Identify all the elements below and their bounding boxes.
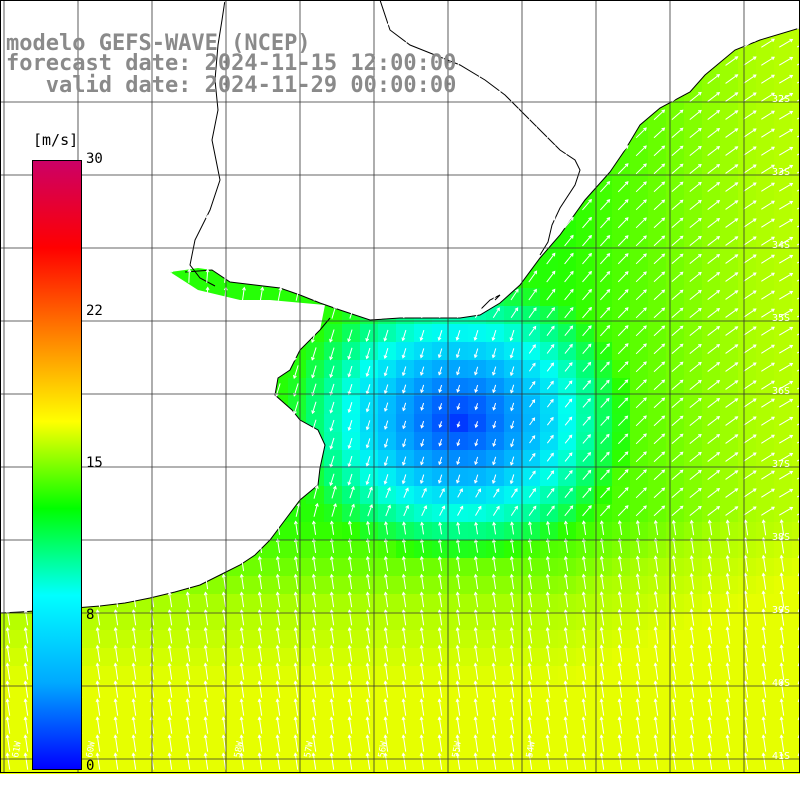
land-mass bbox=[0, 0, 800, 613]
lat-lon-grid bbox=[0, 0, 800, 772]
lon-label: 60W bbox=[85, 740, 98, 758]
valid-date: valid date: 2024-11-29 00:00:00 bbox=[6, 73, 457, 98]
coastline bbox=[0, 0, 800, 614]
colorbar-tick-8: 8 bbox=[86, 607, 95, 623]
lon-label: 61W bbox=[11, 740, 24, 758]
lat-label: 33S bbox=[772, 167, 790, 178]
colorbar-gradient bbox=[33, 161, 81, 769]
lat-label: 35S bbox=[772, 313, 790, 324]
colorbar-tick-15: 15 bbox=[86, 455, 103, 471]
lat-label: 36S bbox=[772, 386, 790, 397]
colorbar-tick-30: 30 bbox=[86, 151, 103, 167]
lon-label: 54W bbox=[525, 740, 538, 758]
colorbar bbox=[32, 160, 82, 770]
colorbar-tick-0: 0 bbox=[86, 758, 95, 774]
lon-label: 56W bbox=[377, 740, 390, 758]
latitude-labels: 32S 33S 34S 35S 36S 37S 38S 39S 40S 41S bbox=[772, 94, 790, 762]
lat-label: 37S bbox=[772, 459, 790, 470]
colorbar-tick-22: 22 bbox=[86, 303, 103, 319]
lat-label: 38S bbox=[772, 532, 790, 543]
lat-label: 39S bbox=[772, 605, 790, 616]
longitude-labels: 61W 60W 58W 57W 56W 55W 54W bbox=[11, 740, 538, 758]
lat-label: 32S bbox=[772, 94, 790, 105]
lat-label: 41S bbox=[772, 751, 790, 762]
lon-label: 57W bbox=[303, 740, 316, 758]
lon-label: 55W bbox=[451, 740, 464, 758]
lat-label: 34S bbox=[772, 240, 790, 251]
lon-label: 58W bbox=[233, 740, 246, 758]
lat-label: 40S bbox=[772, 678, 790, 689]
colorbar-unit: [m/s] bbox=[33, 131, 79, 149]
model-title: modelo GEFS-WAVE (NCEP) bbox=[6, 31, 311, 56]
forecast-date: forecast date: 2024-11-15 12:00:00 bbox=[6, 51, 457, 76]
